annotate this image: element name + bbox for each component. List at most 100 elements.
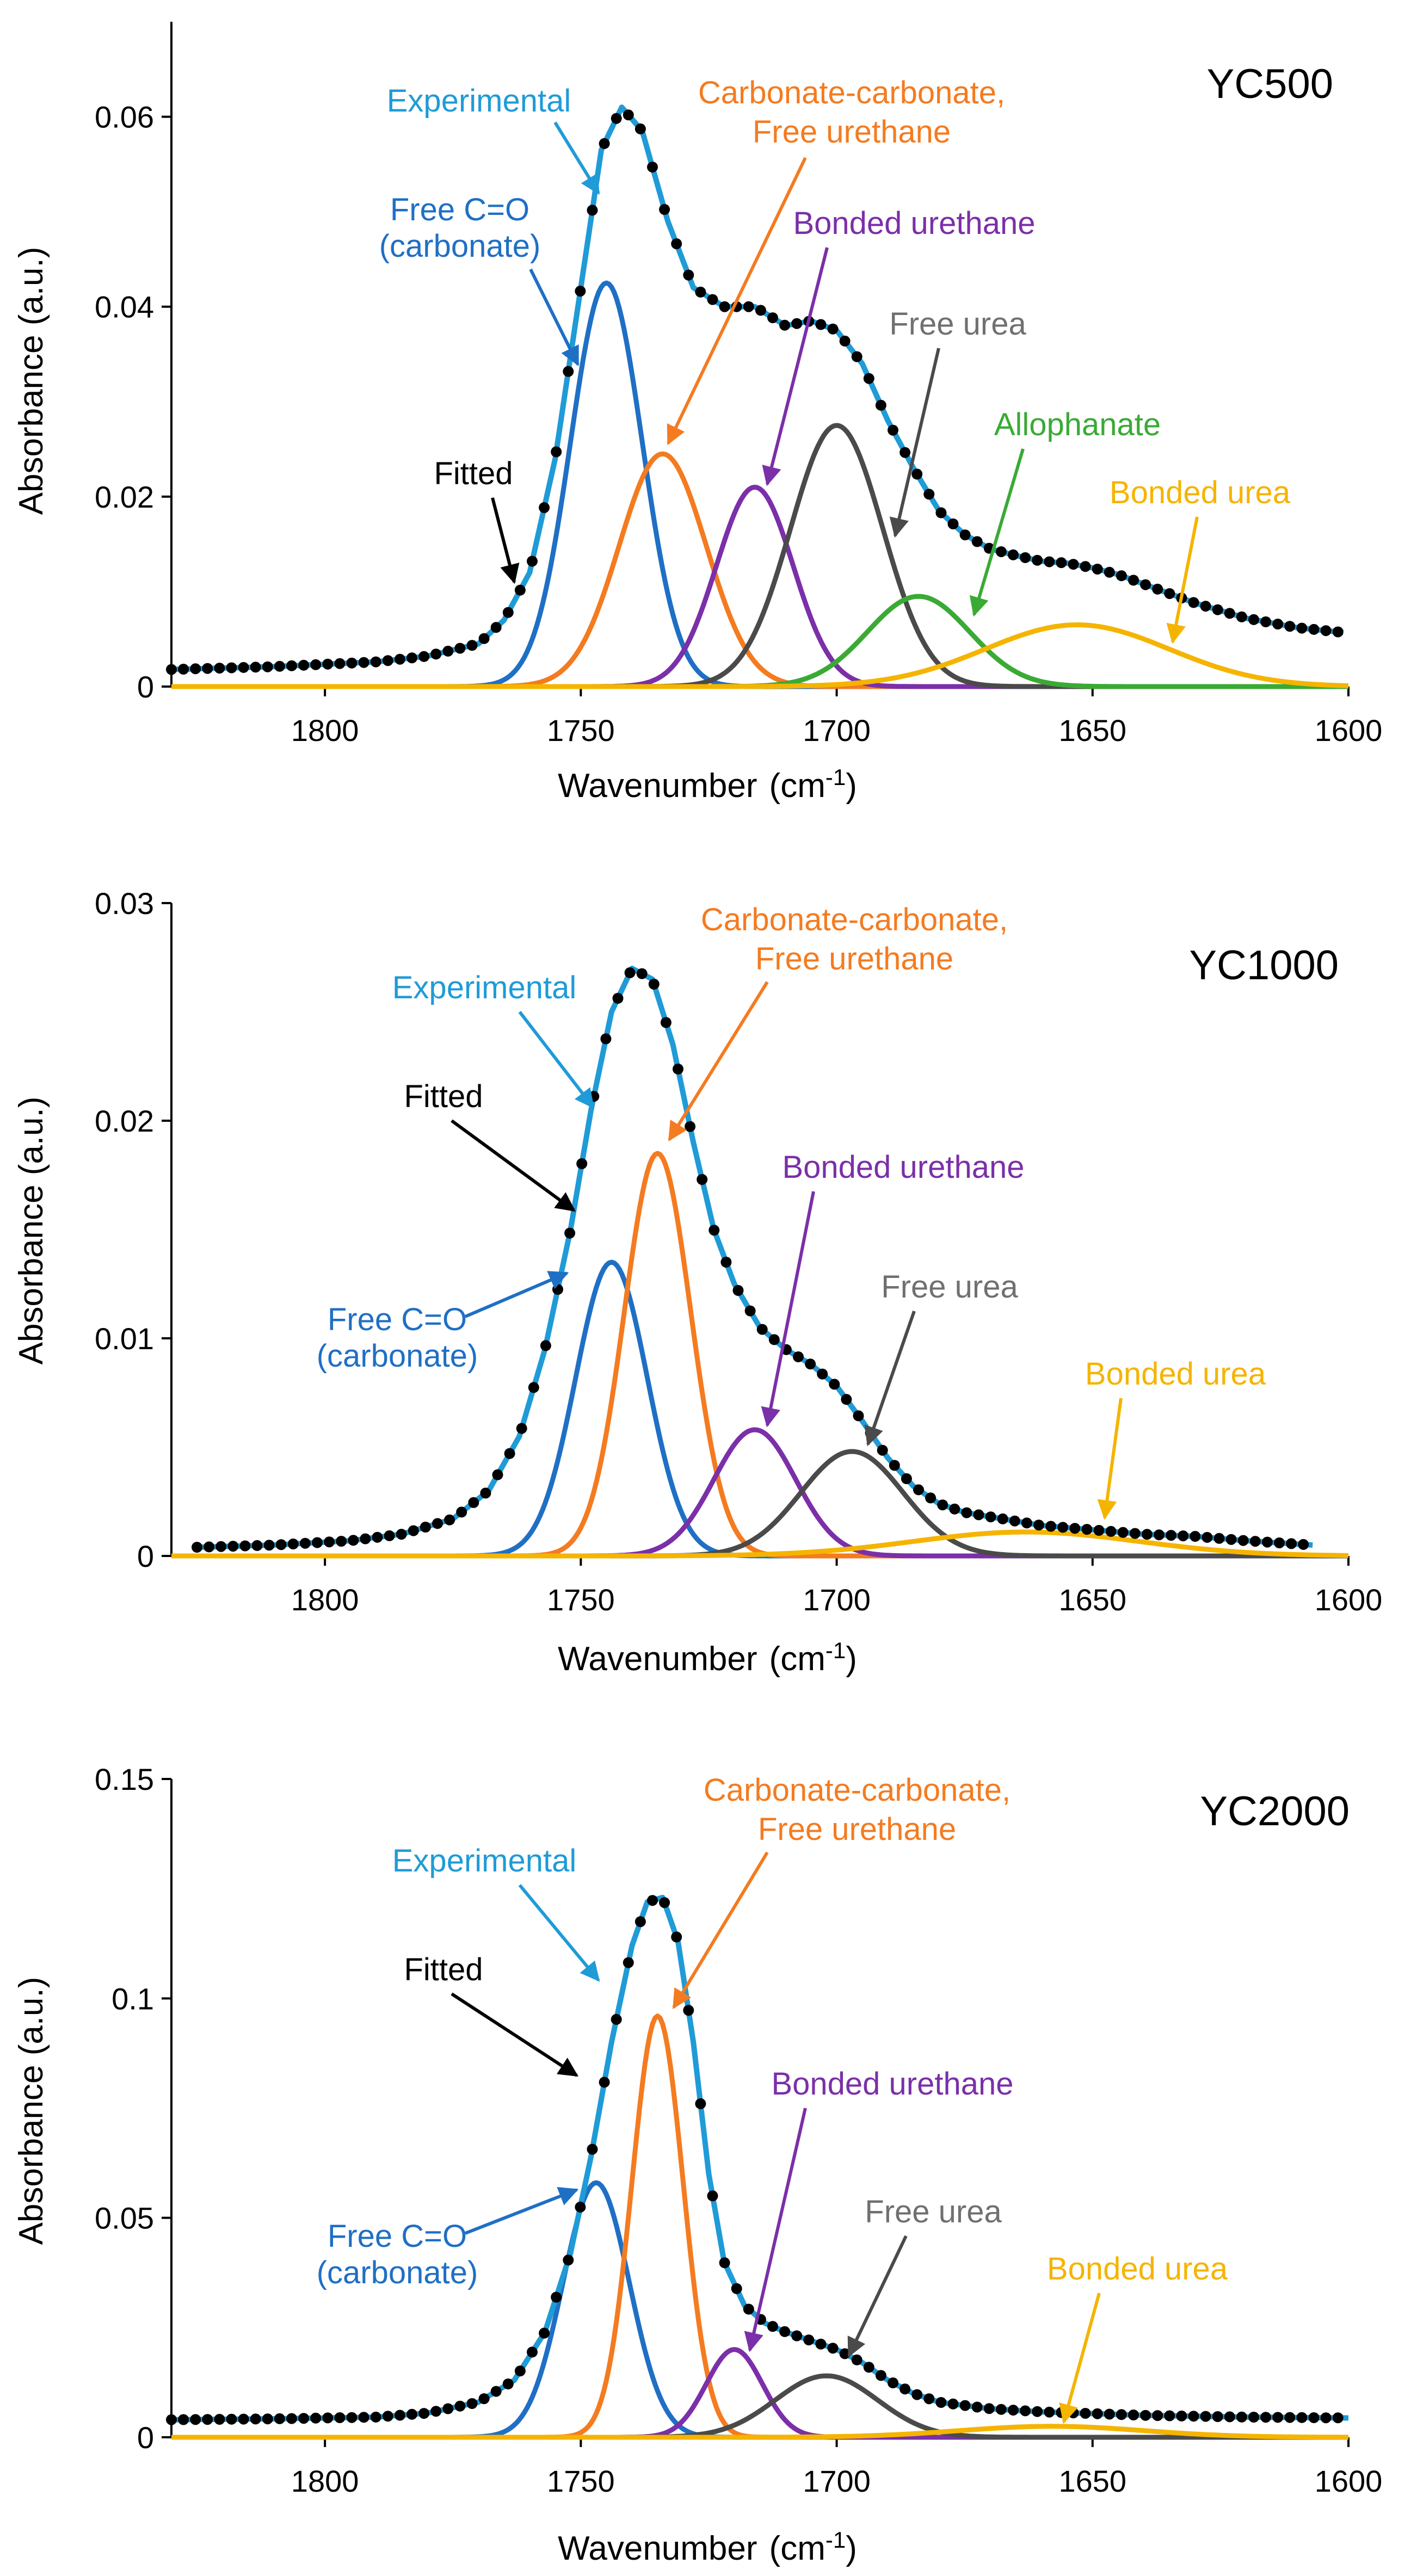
fitted-point	[634, 123, 646, 134]
fitted-point	[1286, 1538, 1297, 1549]
fitted-point	[623, 109, 634, 121]
fitted-point	[442, 2403, 454, 2414]
fitted-point	[1320, 625, 1332, 637]
arrow-fitted	[451, 1992, 579, 2077]
fitted-point	[298, 659, 310, 671]
fitted-point	[575, 2201, 586, 2213]
arrow-free-urea	[889, 348, 940, 538]
label-fitted: Fitted	[404, 1952, 483, 1987]
fitted-point	[708, 1225, 720, 1236]
fitted-point	[430, 2406, 442, 2417]
fitted-point	[1298, 1539, 1309, 1550]
y-tick-label: 0.01	[95, 1321, 154, 1356]
fitted-point	[551, 446, 562, 458]
fitted-point	[612, 993, 624, 1004]
fitted-point	[1178, 1530, 1189, 1542]
fitted-point	[779, 2326, 791, 2337]
fitted-point	[238, 2413, 249, 2425]
fitted-point	[959, 2400, 971, 2411]
fitted-point	[1044, 2406, 1055, 2418]
fitted-point	[1129, 1528, 1141, 1539]
fitted-point	[767, 312, 778, 324]
fitted-point	[1080, 561, 1091, 572]
label-free-urea: Free urea	[865, 2194, 1002, 2229]
fitted-point	[588, 1091, 600, 1102]
fitted-point	[456, 1506, 467, 1518]
fitted-point	[875, 2370, 886, 2381]
fitted-point	[1202, 1531, 1213, 1543]
fitted-point	[514, 584, 526, 596]
x-tick-label: 1600	[1315, 713, 1383, 748]
fitted-point	[911, 2389, 923, 2400]
fitted-point	[911, 468, 923, 480]
fitted-point	[959, 529, 971, 541]
fitted-point	[1140, 2410, 1151, 2421]
y-tick-label: 0.02	[95, 1104, 154, 1138]
fitted-point	[1032, 2406, 1043, 2417]
peak-free-urea	[171, 423, 1348, 689]
peak-bonded-urethane	[171, 484, 1348, 689]
fitted-point	[1116, 570, 1127, 582]
label-free-co-line1: Free C=O	[328, 2219, 467, 2254]
fitted-point	[516, 1423, 527, 1434]
y-tick-label: 0	[137, 2420, 154, 2455]
label-bonded-urethane: Bonded urethane	[771, 2066, 1013, 2102]
arrow-bonded-urethane	[762, 247, 829, 486]
fitted-point	[659, 204, 670, 215]
fitted-point	[348, 1535, 359, 1546]
fitted-point	[1104, 566, 1115, 578]
fitted-point	[768, 1334, 780, 1345]
y-tick-label: 0.04	[95, 290, 154, 324]
label-bonded-urethane: Bonded urethane	[782, 1150, 1024, 1185]
panel-title: YC500	[1207, 61, 1333, 107]
fitted-point	[1056, 557, 1067, 569]
panel-title: YC1000	[1189, 942, 1339, 989]
x-axis-label: Wavenumber (cm-1)	[558, 764, 857, 805]
fitted-point	[214, 2414, 225, 2425]
fitted-point	[1020, 552, 1031, 563]
fitted-point	[322, 658, 334, 670]
fitted-point	[1116, 2409, 1127, 2420]
fitted-point	[949, 1503, 960, 1515]
fitted-point	[346, 2412, 358, 2423]
x-tick-label: 1600	[1315, 2464, 1383, 2498]
fitted-point	[1128, 574, 1139, 586]
label-fitted: Fitted	[404, 1079, 483, 1114]
label-carbonate-line1: Carbonate-carbonate,	[698, 75, 1005, 110]
fitted-point	[971, 2401, 983, 2413]
fitted-point	[418, 651, 430, 662]
fitted-point	[251, 1540, 263, 1551]
fitted-point	[1213, 1533, 1225, 1544]
fitted-point	[671, 1931, 682, 1943]
label-bonded-urea: Bonded urea	[1110, 475, 1291, 510]
fitted-point	[346, 657, 358, 669]
fitted-point	[552, 1284, 563, 1295]
x-tick-label: 1750	[547, 2464, 615, 2498]
fitted-point	[973, 1509, 984, 1521]
fitted-point	[192, 1542, 202, 1553]
fitted-point	[624, 967, 636, 978]
fitted-point	[1176, 2410, 1187, 2421]
fitted-point	[815, 2338, 827, 2350]
fitted-point	[1166, 1530, 1177, 1541]
label-experimental: Experimental	[392, 970, 576, 1005]
fitted-point	[190, 2414, 201, 2425]
fitted-point	[204, 1541, 215, 1553]
fitted-point	[370, 2411, 381, 2423]
fitted-point	[382, 655, 393, 666]
fitted-point	[528, 1382, 539, 1393]
fitted-point	[226, 2413, 237, 2425]
fitted-point	[178, 2414, 189, 2425]
fitted-point	[1274, 1537, 1285, 1548]
fitted-point	[576, 1158, 588, 1169]
fitted-point	[1320, 2412, 1332, 2424]
fitted-point	[1128, 2410, 1139, 2420]
fitted-point	[490, 622, 502, 633]
fitted-point	[600, 1033, 612, 1045]
fitted-point	[888, 424, 898, 436]
arrow-allophanate	[969, 448, 1025, 617]
fitted-point	[514, 2365, 526, 2377]
x-axis-label: Wavenumber (cm-1)	[558, 2527, 857, 2567]
fitted-point	[442, 645, 454, 657]
